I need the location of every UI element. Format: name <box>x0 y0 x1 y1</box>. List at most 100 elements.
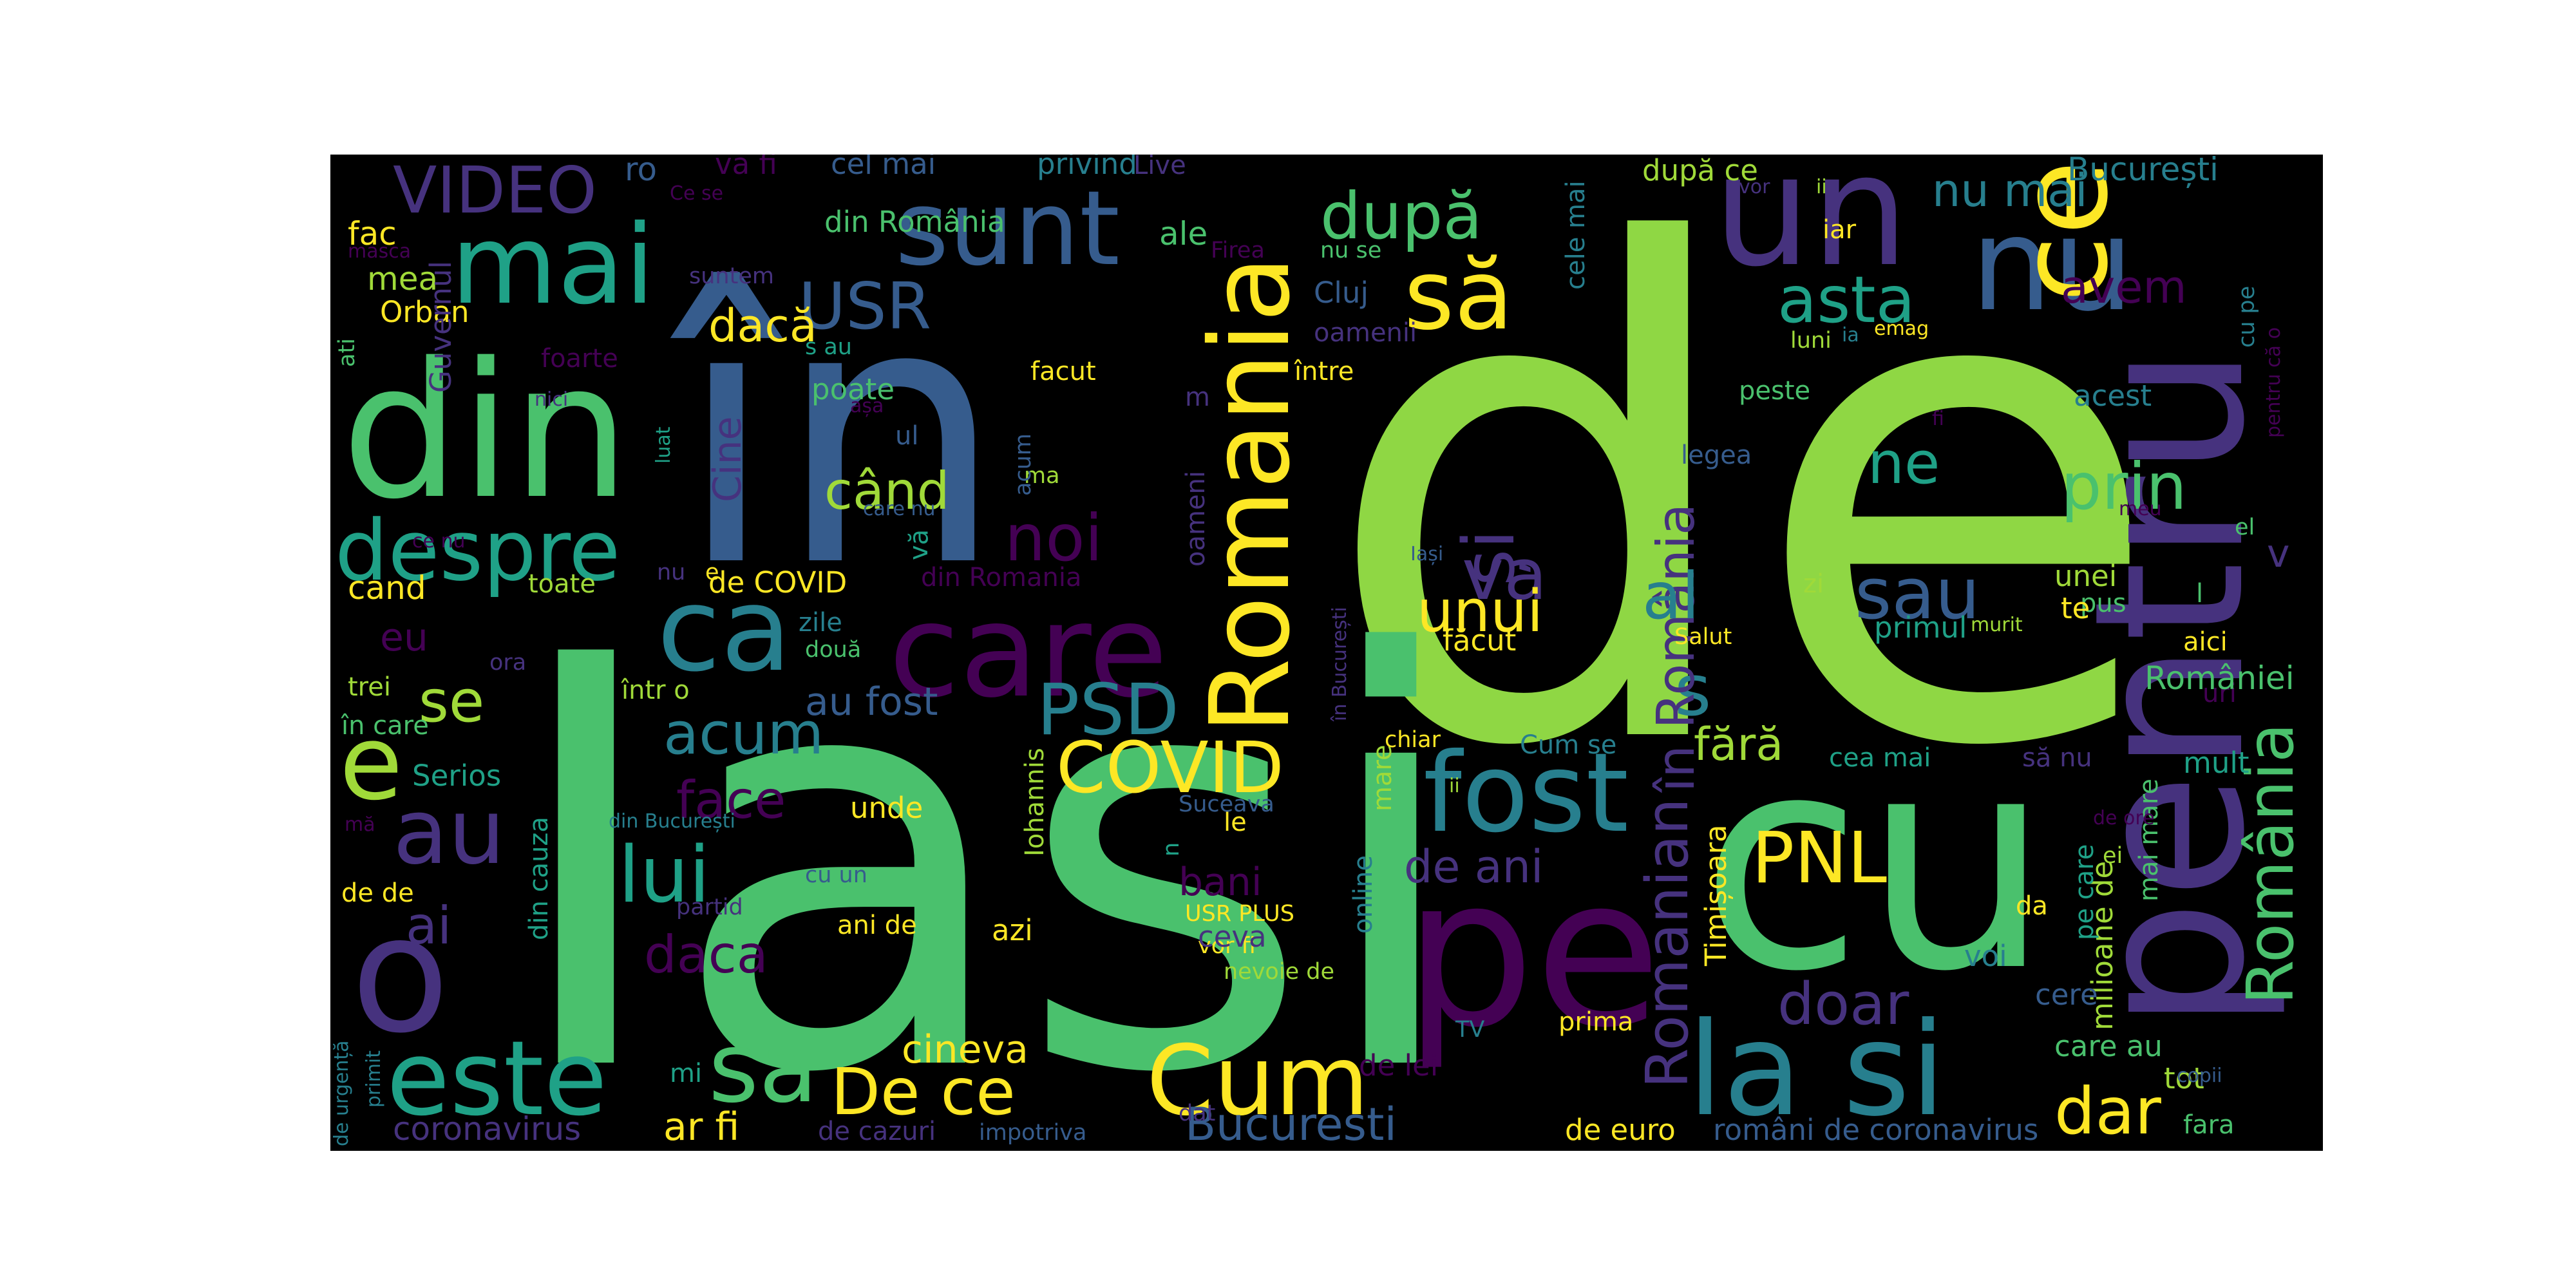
cloud-word: ro <box>625 151 657 188</box>
cloud-word: Cum <box>1146 1025 1369 1137</box>
cloud-word: pentru că o <box>2262 327 2285 438</box>
cloud-word: fac <box>348 215 397 252</box>
cloud-word: de urgență <box>330 1040 353 1146</box>
cloud-word: nu <box>657 560 685 585</box>
cloud-word: fost <box>1423 730 1629 857</box>
cloud-word: nu <box>1971 190 2134 340</box>
cloud-word: ora <box>489 650 526 676</box>
cloud-word: da <box>2016 891 2048 921</box>
cloud-word: pentru <box>2050 346 2290 1030</box>
cloud-word: Ce se <box>670 182 723 205</box>
cloud-word: Bucuresti <box>1185 1098 1397 1151</box>
cloud-word: ale <box>1159 215 1208 252</box>
cloud-word: cea mai <box>1829 743 1931 773</box>
cloud-word: zile <box>799 608 842 638</box>
cloud-word: două <box>805 637 861 663</box>
cloud-word: să <box>1404 240 1513 352</box>
cloud-word: Serios <box>412 759 501 793</box>
cloud-word: primul <box>1874 611 1967 645</box>
cloud-word: cu un <box>805 862 867 888</box>
cloud-word: lui <box>618 831 710 920</box>
cloud-word: Suceava <box>1179 791 1274 817</box>
cloud-word: Salut <box>1674 624 1732 650</box>
cloud-word: trei <box>348 672 391 702</box>
cloud-word: acum <box>663 700 824 768</box>
cloud-word: după ce <box>1642 153 1758 187</box>
cloud-word: nu se <box>1320 238 1381 263</box>
cloud-word: ul <box>895 421 918 451</box>
cloud-word: Timișoara <box>1699 824 1733 967</box>
cloud-word: mi <box>670 1059 702 1088</box>
cloud-word: făcut <box>1443 623 1516 658</box>
cloud-word: USR PLUS <box>1185 901 1294 927</box>
cloud-word: oameni <box>1181 471 1211 567</box>
cloud-word: de cazuri <box>818 1117 936 1146</box>
cloud-word: ii <box>1816 176 1827 198</box>
cloud-word: mai <box>451 202 655 329</box>
cloud-word: Live <box>1133 151 1186 180</box>
cloud-word: ai <box>406 896 451 956</box>
cloud-word: de euro <box>1565 1113 1676 1147</box>
cloud-word: ati <box>334 338 360 367</box>
cloud-word: USR <box>799 269 931 344</box>
cloud-word: Cluj <box>1314 276 1368 310</box>
cloud-word: peste <box>1739 376 1810 406</box>
cloud-word: după <box>1320 178 1482 254</box>
cloud-word: ce <box>1993 160 2135 303</box>
cloud-word: cel mai <box>831 147 936 181</box>
cloud-word: luni <box>1790 328 1832 354</box>
cloud-word: pe care <box>2070 844 2099 940</box>
cloud-word: PSD <box>1037 668 1179 751</box>
cloud-word: români de coronavirus <box>1713 1113 2038 1147</box>
cloud-word: din Romania <box>921 563 1082 592</box>
cloud-word: ani de <box>837 911 917 940</box>
cloud-word: Cine <box>705 416 750 502</box>
cloud-word: fi <box>1932 408 1944 430</box>
cloud-word: în care <box>341 711 429 741</box>
cloud-word: mai mare <box>2134 779 2164 902</box>
cloud-word: coronavirus <box>393 1110 581 1148</box>
cloud-word: oamenii <box>1314 318 1417 348</box>
cloud-word: ii <box>1449 775 1460 797</box>
cloud-word: unei <box>2054 559 2117 593</box>
cloud-word: asta <box>1777 262 1915 337</box>
cloud-word: Iasi <box>502 536 1470 1197</box>
cloud-word: vor fi <box>1198 933 1256 959</box>
cloud-word: voi <box>1964 939 2007 973</box>
cloud-word: ia <box>1842 324 1859 346</box>
cloud-word: dacă <box>708 299 817 352</box>
cloud-word: copii <box>2177 1065 2222 1087</box>
cloud-word: s <box>1674 649 1711 732</box>
cloud-word: e <box>705 560 719 585</box>
cloud-word: doar <box>1777 971 1909 1038</box>
cloud-word: meu <box>2119 498 2162 520</box>
cloud-word: PNL <box>1752 817 1887 899</box>
cloud-word: mult <box>2183 746 2249 780</box>
cloud-word: de ani <box>1404 840 1543 893</box>
cloud-word: sau <box>1855 553 1980 635</box>
cloud-word: vă <box>904 529 934 560</box>
cloud-word: România <box>2233 723 2308 1005</box>
cloud-word: de lei <box>1359 1048 1438 1083</box>
cloud-word: poate <box>811 372 895 406</box>
cloud-word: online <box>1349 855 1378 934</box>
cloud-word: Iași <box>1410 543 1443 565</box>
cloud-word: cu pe <box>2234 286 2260 348</box>
cloud-word: zi <box>1803 569 1824 599</box>
cloud-word: ei <box>2103 843 2123 869</box>
cloud-word: l <box>2196 579 2203 609</box>
cloud-word: Romanian <box>1634 798 1701 1088</box>
cloud-word: sa <box>708 1012 818 1124</box>
cloud-word: chiar <box>1385 727 1441 753</box>
cloud-word: României <box>2145 659 2295 697</box>
cloud-word: bani <box>1179 860 1262 905</box>
cloud-word: al <box>1642 558 1700 634</box>
cloud-word: suntem <box>689 263 774 289</box>
cloud-word: face <box>676 770 786 830</box>
cloud-word: care nu <box>863 498 936 520</box>
cloud-word: n <box>1159 842 1184 857</box>
cloud-word: tot <box>2164 1061 2204 1095</box>
cloud-word: Guvernul <box>424 261 458 393</box>
cloud-word: nevoie de <box>1224 959 1334 985</box>
